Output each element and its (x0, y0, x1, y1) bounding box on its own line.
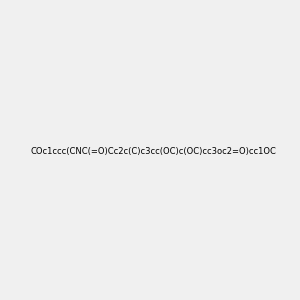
Text: COc1ccc(CNC(=O)Cc2c(C)c3cc(OC)c(OC)cc3oc2=O)cc1OC: COc1ccc(CNC(=O)Cc2c(C)c3cc(OC)c(OC)cc3oc… (31, 147, 277, 156)
